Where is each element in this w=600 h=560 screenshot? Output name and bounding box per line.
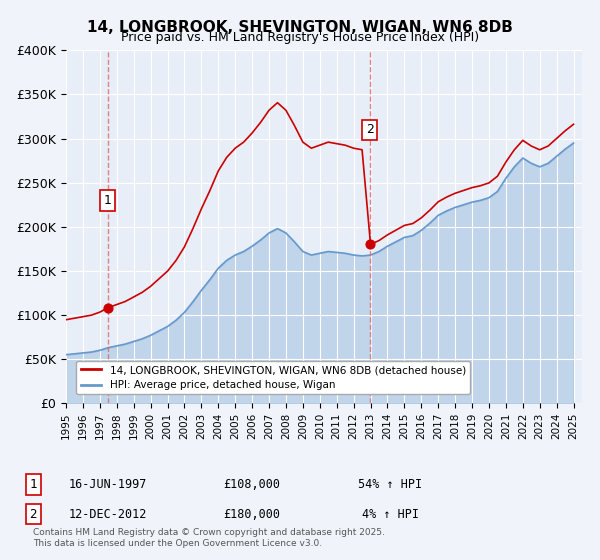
Text: 2: 2 bbox=[29, 507, 37, 521]
Text: 16-JUN-1997: 16-JUN-1997 bbox=[69, 478, 147, 491]
Text: 1: 1 bbox=[104, 194, 112, 207]
Legend: 14, LONGBROOK, SHEVINGTON, WIGAN, WN6 8DB (detached house), HPI: Average price, : 14, LONGBROOK, SHEVINGTON, WIGAN, WN6 8D… bbox=[76, 361, 470, 394]
Text: £108,000: £108,000 bbox=[223, 478, 281, 491]
Text: 54% ↑ HPI: 54% ↑ HPI bbox=[358, 478, 422, 491]
Text: £180,000: £180,000 bbox=[223, 507, 281, 521]
Text: 14, LONGBROOK, SHEVINGTON, WIGAN, WN6 8DB: 14, LONGBROOK, SHEVINGTON, WIGAN, WN6 8D… bbox=[87, 20, 513, 35]
Text: 2: 2 bbox=[366, 123, 374, 136]
Text: Contains HM Land Registry data © Crown copyright and database right 2025.
This d: Contains HM Land Registry data © Crown c… bbox=[33, 528, 385, 548]
Text: 12-DEC-2012: 12-DEC-2012 bbox=[69, 507, 147, 521]
Text: Price paid vs. HM Land Registry's House Price Index (HPI): Price paid vs. HM Land Registry's House … bbox=[121, 31, 479, 44]
Text: 1: 1 bbox=[29, 478, 37, 491]
Point bbox=[103, 304, 112, 312]
Point bbox=[365, 240, 374, 249]
Text: 4% ↑ HPI: 4% ↑ HPI bbox=[361, 507, 419, 521]
